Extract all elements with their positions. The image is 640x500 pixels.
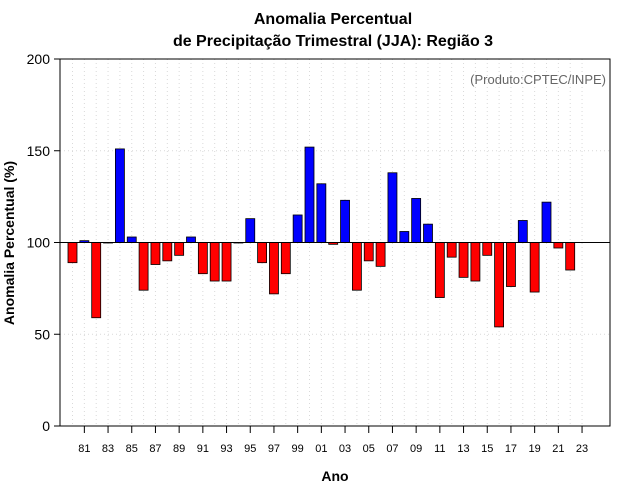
- bar-2012: [446, 242, 457, 258]
- bar-2021: [553, 242, 564, 249]
- bar-2009: [411, 198, 422, 243]
- bar-1997: [269, 242, 279, 295]
- x-tick-label: 85: [126, 443, 138, 455]
- bar-1985: [126, 236, 137, 243]
- bar-2010: [423, 223, 433, 243]
- x-tick-label: 95: [244, 443, 256, 455]
- chart-title-line2: de Precipitação Trimestral (JJA): Região…: [173, 33, 493, 50]
- bar-2019: [529, 242, 540, 293]
- y-tick-label: 50: [34, 326, 50, 342]
- bar-2011: [434, 242, 445, 298]
- x-tick-label: 09: [410, 443, 422, 455]
- y-tick-label: 100: [27, 235, 51, 251]
- x-tick-label: 17: [505, 443, 517, 455]
- bar-2020: [541, 201, 552, 243]
- bar-1995: [245, 218, 256, 243]
- bar-2004: [351, 242, 362, 291]
- bar-2007: [387, 172, 398, 243]
- x-tick-label: 91: [197, 443, 209, 455]
- bar-2022: [565, 242, 576, 271]
- x-tick-label: 11: [434, 443, 445, 455]
- bar-2005: [363, 242, 374, 262]
- bar-1986: [138, 242, 149, 291]
- x-tick-label: 99: [292, 443, 304, 455]
- chart-title-line1: Anomalia Percentual: [254, 11, 412, 28]
- x-tick-label: 01: [315, 443, 327, 455]
- x-tick-label: 05: [363, 443, 375, 455]
- x-tick-label: 81: [78, 443, 90, 455]
- x-tick-label: 93: [220, 443, 232, 455]
- bar-1988: [162, 242, 173, 262]
- y-tick-label: 200: [27, 51, 51, 67]
- bar-2016: [494, 242, 505, 328]
- bar-2015: [482, 242, 493, 256]
- bar-1992: [209, 242, 220, 282]
- x-axis-title: Ano: [321, 468, 348, 484]
- bar-2013: [458, 242, 469, 278]
- y-axis: 0 50 100 150 200: [27, 51, 60, 434]
- bar-2001: [316, 183, 327, 243]
- bar-2006: [375, 242, 386, 267]
- bar-1998: [280, 242, 291, 275]
- x-axis: 81 83 85 87 89 91 93 95 97 99 01 03 05 07 09 11 13 15 17 19…: [78, 426, 588, 455]
- bar-2000: [304, 146, 315, 243]
- bar-1984: [115, 148, 125, 243]
- bar-2017: [506, 242, 516, 287]
- x-tick-label: 13: [457, 443, 469, 455]
- x-tick-label: 23: [576, 443, 588, 455]
- bar-1989: [174, 242, 185, 256]
- x-tick-label: 21: [552, 443, 564, 455]
- x-tick-label: 19: [529, 443, 541, 455]
- x-tick-label: 07: [386, 443, 398, 455]
- x-tick-label: 03: [339, 443, 351, 455]
- bar-1987: [150, 242, 161, 265]
- bar-2014: [470, 242, 481, 282]
- bar-2003: [340, 199, 350, 243]
- x-tick-label: 83: [102, 443, 114, 455]
- bar-1999: [292, 214, 303, 243]
- y-tick-label: 150: [27, 143, 51, 159]
- x-tick-label: 87: [149, 443, 161, 455]
- x-tick-label: 15: [481, 443, 493, 455]
- bar-1990: [186, 236, 196, 243]
- bar-1982: [91, 242, 102, 319]
- source-note: (Produto:CPTEC/INPE): [470, 72, 606, 87]
- bar-1991: [197, 242, 208, 275]
- bar-2018: [517, 220, 528, 243]
- x-tick-label: 97: [268, 443, 280, 455]
- y-axis-title: Anomalia Percentual (%): [1, 161, 17, 325]
- bar-1993: [221, 242, 232, 282]
- x-tick-label: 89: [173, 443, 185, 455]
- y-tick-label: 0: [42, 418, 50, 434]
- bar-2008: [399, 231, 410, 243]
- bar-1980: [67, 242, 78, 264]
- bar-1996: [257, 242, 268, 264]
